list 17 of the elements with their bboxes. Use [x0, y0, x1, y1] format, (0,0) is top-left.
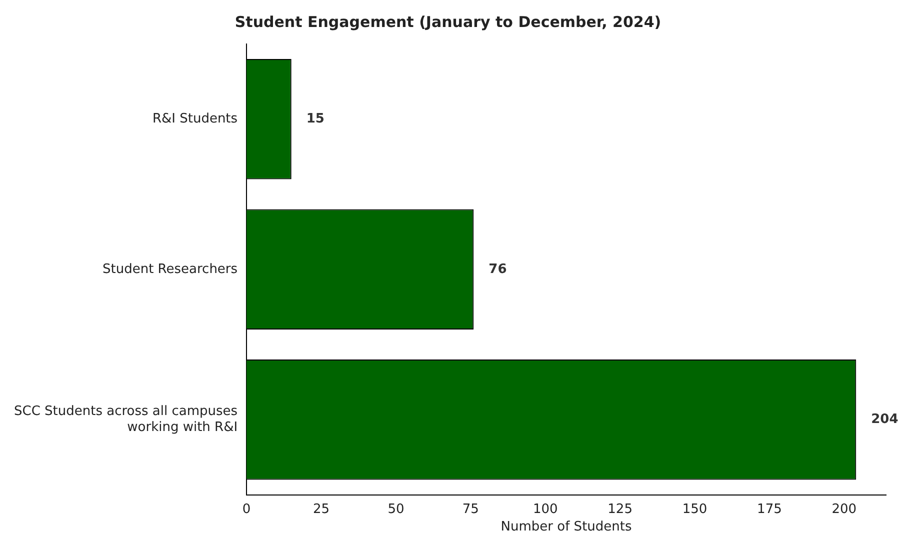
data-label: 15 — [306, 112, 324, 127]
x-tick-label: 75 — [462, 502, 479, 517]
x-tick-label: 125 — [608, 502, 632, 517]
x-tick-label: 0 — [242, 502, 251, 517]
chart-title: Student Engagement (January to December, 2024) — [234, 12, 662, 31]
x-tick-label: 100 — [532, 502, 558, 517]
y-tick-label: Student Researchers — [102, 262, 238, 277]
x-tick-label: 175 — [757, 502, 782, 517]
x-tick-label: 50 — [388, 502, 404, 517]
x-axis-title: Number of Students — [500, 520, 632, 535]
x-tick-label: 200 — [832, 502, 857, 517]
data-label: 76 — [488, 262, 507, 277]
x-tick-label: 25 — [312, 502, 330, 517]
x-tick-label: 150 — [682, 502, 708, 517]
y-tick-label: R&I Students — [152, 112, 238, 127]
data-label: 204 — [871, 412, 898, 428]
y-tick-label: SCC Students across all campuses working with R&I — [14, 404, 238, 435]
